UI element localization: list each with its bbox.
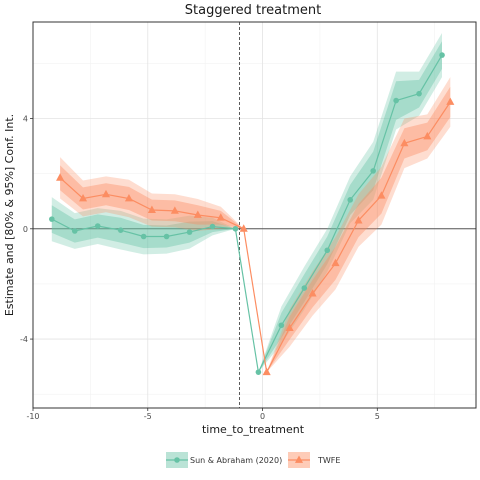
sun-abraham-point <box>324 247 331 254</box>
twfe-point <box>446 97 455 105</box>
twfe-point <box>239 224 248 232</box>
grid-minor <box>33 22 476 408</box>
twfe-point <box>262 367 271 376</box>
panel-background <box>33 22 476 408</box>
twfe-point <box>423 131 432 140</box>
y-tick-label: -4 <box>20 335 28 344</box>
twfe-point <box>147 205 156 213</box>
panel-border <box>32 21 477 409</box>
sun-abraham-point <box>301 285 308 291</box>
x-tick-label: 5 <box>375 412 380 421</box>
y-axis-ticks: -4 0 4 <box>20 115 33 344</box>
twfe-point <box>124 193 133 202</box>
legend-label-sun-abraham: Sun & Abraham (2020) <box>190 456 282 465</box>
series-lines <box>51 54 451 375</box>
twfe-point <box>101 189 111 198</box>
y-tick-label: 0 <box>23 225 28 234</box>
legend: Sun & Abraham (2020) TWFE <box>166 452 340 468</box>
sun-abraham-point <box>140 233 147 240</box>
twfe-line <box>59 101 451 375</box>
sun-abraham-point <box>370 168 376 174</box>
sun-abraham-point <box>163 233 170 240</box>
sun-abraham-line <box>51 54 443 375</box>
twfe-point <box>400 138 409 147</box>
legend-marker-twfe <box>294 455 304 463</box>
sun-abraham-point <box>49 216 55 222</box>
confidence-bands <box>51 33 451 373</box>
x-axis-title: time_to_treatment <box>202 423 305 436</box>
sun-abraham-ci95-band <box>51 33 443 373</box>
sun-abraham-point <box>94 223 101 229</box>
sun-abraham-point <box>416 90 422 97</box>
sun-abraham-point <box>347 197 354 203</box>
reference-lines <box>33 22 476 408</box>
sun-abraham-point <box>232 225 239 232</box>
plot-panel <box>32 21 477 409</box>
sun-abraham-point <box>186 229 193 235</box>
sun-abraham-point <box>439 52 445 58</box>
twfe-point <box>56 173 65 181</box>
twfe-point <box>216 213 225 221</box>
twfe-point <box>193 210 202 218</box>
sun-abraham-point <box>71 228 78 234</box>
x-tick-label: -10 <box>26 412 39 421</box>
twfe-point <box>331 258 340 267</box>
y-axis-title: Estimate and [80% & 95%] Conf. Int. <box>3 114 16 316</box>
sun-abraham-point <box>209 223 216 230</box>
sun-abraham-point <box>393 97 399 104</box>
legend-marker-sun-abraham <box>174 457 180 463</box>
twfe-point <box>377 191 386 199</box>
y-tick-label: 4 <box>23 115 28 124</box>
twfe-point <box>354 216 363 224</box>
x-tick-label: 0 <box>260 412 265 421</box>
twfe-point <box>285 323 294 331</box>
x-axis-ticks: -10 -5 0 5 <box>26 408 380 421</box>
sun-abraham-point <box>278 322 285 329</box>
twfe-point <box>308 289 317 297</box>
twfe-point <box>170 206 179 214</box>
twfe-ci95-band <box>60 77 451 373</box>
twfe-point <box>78 193 88 202</box>
x-tick-label: -5 <box>144 412 152 421</box>
chart-title: Staggered treatment <box>185 3 321 18</box>
legend-label-twfe: TWFE <box>317 456 340 465</box>
sun-abraham-point <box>255 369 262 375</box>
sun-abraham-point <box>117 227 124 233</box>
series-points <box>49 52 455 376</box>
